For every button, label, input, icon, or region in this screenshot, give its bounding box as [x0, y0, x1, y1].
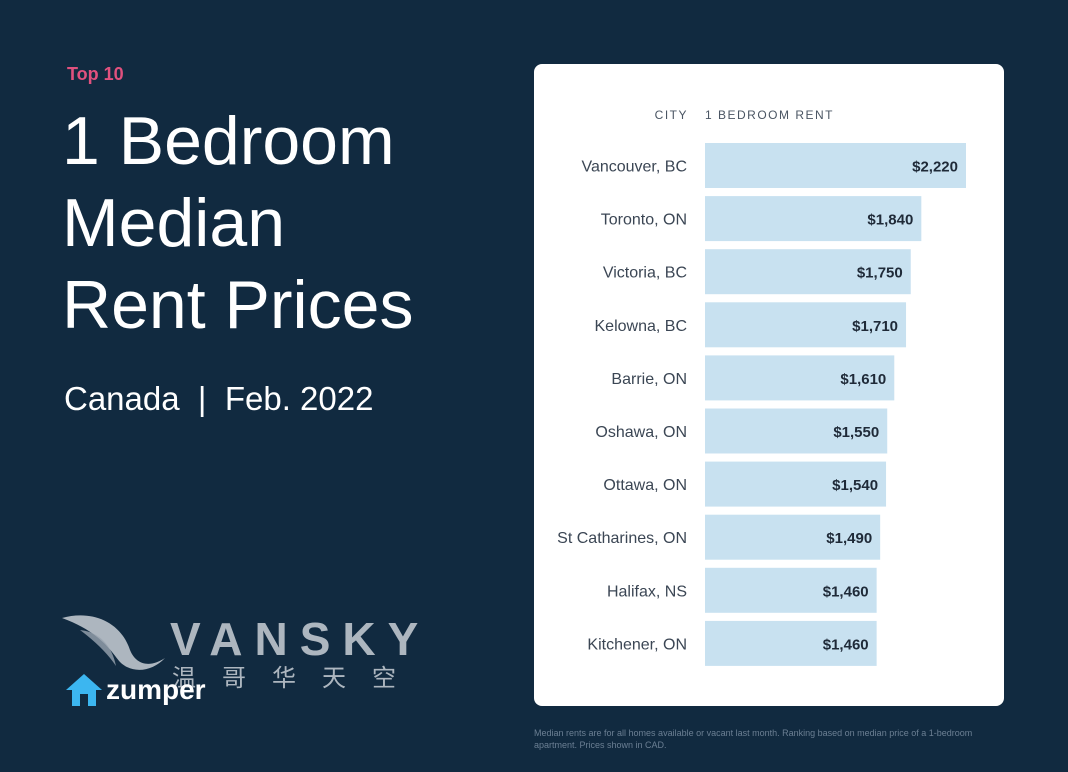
category-label: Ottawa, ON [603, 477, 687, 494]
bar [705, 196, 922, 242]
data-label: $1,550 [833, 424, 879, 441]
bar [705, 567, 877, 613]
bar [705, 355, 895, 401]
house-icon [66, 674, 102, 706]
kicker: Top 10 [67, 64, 124, 84]
footnote: Median rents are for all homes available… [534, 728, 973, 750]
page-title: 1 Bedroom Median Rent Prices [62, 100, 502, 346]
bar [705, 620, 877, 666]
bar [705, 249, 911, 295]
data-label: $2,220 [912, 159, 958, 176]
bar [705, 408, 888, 454]
data-label: $1,610 [840, 371, 886, 388]
category-label: Toronto, ON [601, 212, 687, 229]
data-label: $1,490 [826, 530, 872, 547]
data-label: $1,710 [852, 318, 898, 335]
category-label: Kelowna, BC [595, 318, 688, 335]
data-label: $1,540 [832, 477, 878, 494]
column-header-city: CITY [654, 108, 688, 122]
category-label: Halifax, NS [607, 583, 687, 600]
category-label: Oshawa, ON [595, 424, 687, 441]
category-label: Victoria, BC [603, 265, 687, 282]
zumper-logo-text: zumper [106, 674, 206, 705]
category-label: Barrie, ON [611, 371, 687, 388]
category-label: Kitchener, ON [587, 636, 687, 653]
column-header-rent: 1 BEDROOM RENT [705, 108, 835, 122]
category-label: Vancouver, BC [581, 159, 687, 176]
data-label: $1,460 [823, 583, 869, 600]
data-label: $1,750 [857, 265, 903, 282]
data-label: $1,840 [867, 212, 913, 229]
bar [705, 302, 907, 348]
bird-logo-icon [62, 615, 165, 670]
watermark-cn-text: 温哥华天空 [172, 665, 422, 692]
title-line: Median [62, 185, 286, 261]
title-line: 1 Bedroom [62, 103, 395, 179]
category-label: St Catharines, ON [557, 530, 687, 547]
bar-chart: Vancouver, BC $2,220 Toronto, ON $1,840 Vict… [557, 143, 966, 666]
bar [705, 143, 966, 188]
chart-card: CITY 1 BEDROOM RENT Vancouver, BC $2,220 T… [534, 64, 1004, 706]
bar [705, 461, 887, 507]
data-label: $1,460 [823, 636, 869, 653]
title-line: Rent Prices [62, 267, 414, 343]
bar [705, 514, 881, 560]
subtitle: Canada | Feb. 2022 [64, 380, 374, 417]
watermark-text: VANSKY [170, 613, 431, 665]
